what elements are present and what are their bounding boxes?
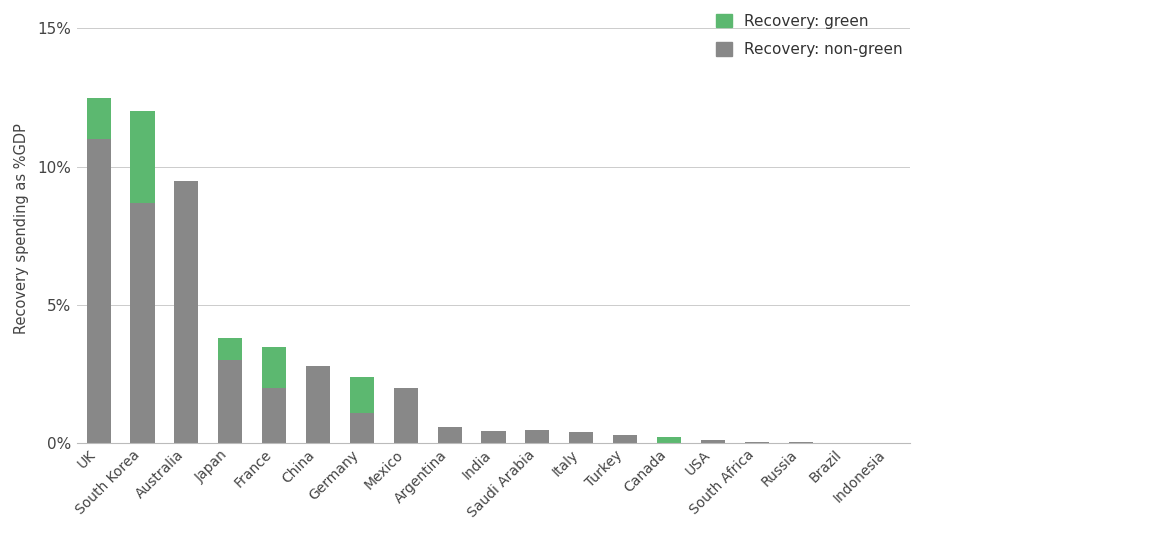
Bar (525, 430, 550, 443)
Bar (789, 442, 812, 443)
Bar (700, 440, 725, 443)
Bar (350, 377, 373, 413)
Bar (131, 112, 154, 203)
Bar (131, 203, 154, 443)
Bar (263, 388, 286, 443)
Bar (613, 435, 637, 443)
Bar (438, 427, 462, 443)
Bar (569, 433, 593, 443)
Y-axis label: Recovery spending as %GDP: Recovery spending as %GDP (14, 123, 29, 334)
Bar (393, 388, 418, 443)
Bar (350, 413, 373, 443)
Legend: Recovery: green, Recovery: non-green: Recovery: green, Recovery: non-green (717, 13, 902, 58)
Bar (174, 180, 198, 443)
Bar (657, 437, 682, 443)
Bar (218, 360, 243, 443)
Bar (86, 98, 111, 139)
Bar (482, 431, 505, 443)
Bar (86, 139, 111, 443)
Bar (218, 339, 243, 360)
Bar (745, 442, 769, 443)
Bar (306, 366, 330, 443)
Bar (263, 347, 286, 388)
